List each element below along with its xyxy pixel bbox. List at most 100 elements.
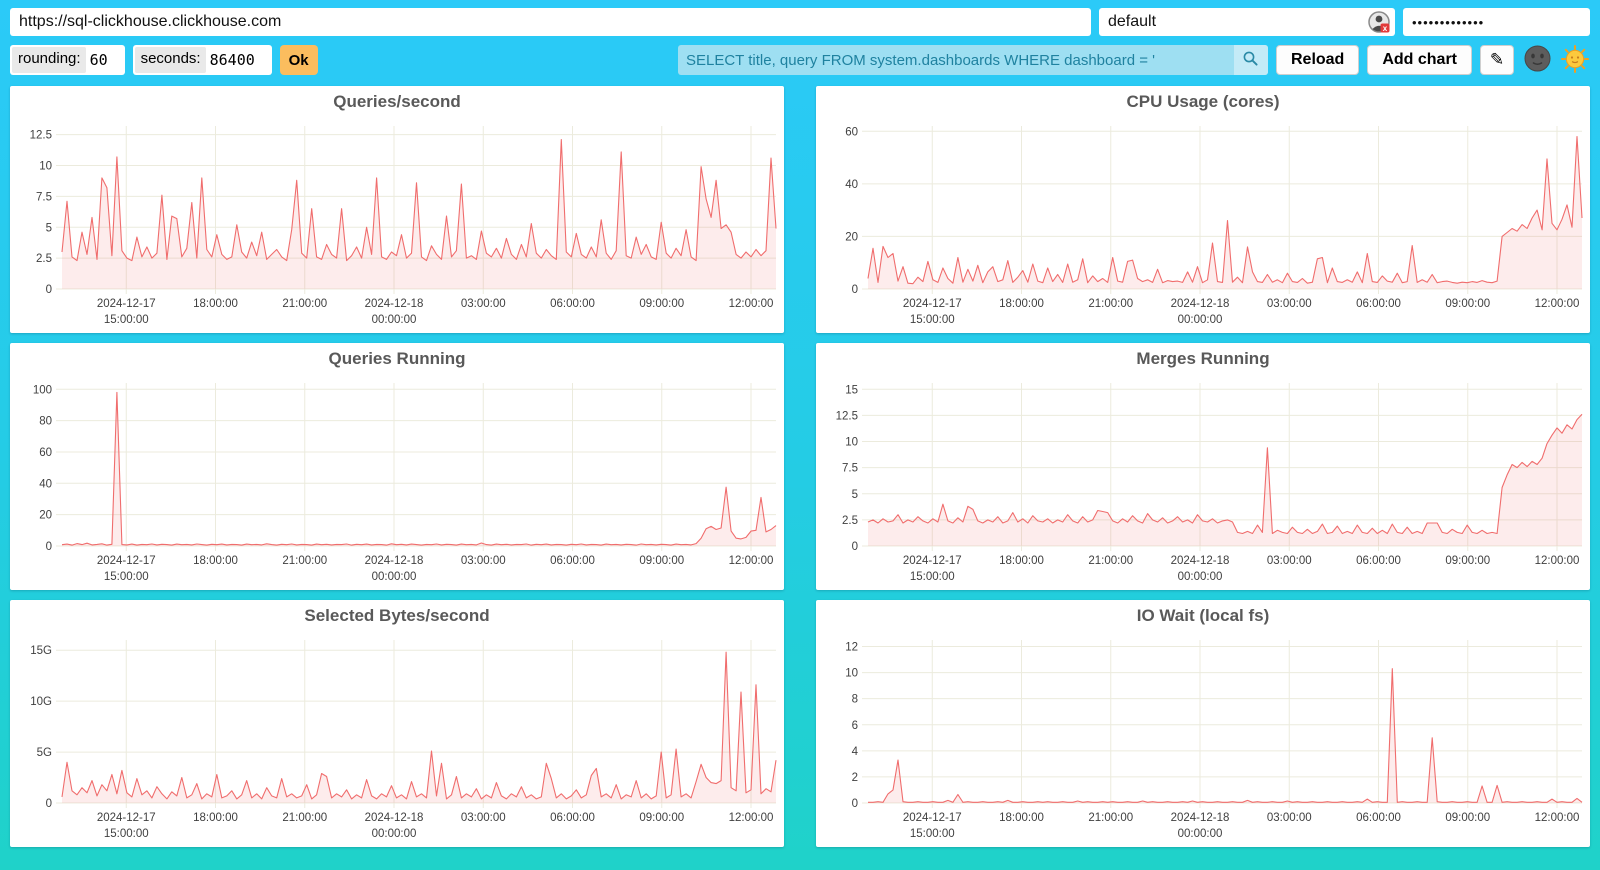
svg-text:2024-12-18: 2024-12-18 bbox=[1171, 298, 1230, 310]
svg-text:03:00:00: 03:00:00 bbox=[1267, 298, 1312, 310]
chart-title: Merges Running bbox=[1136, 349, 1270, 368]
svg-text:00:00:00: 00:00:00 bbox=[372, 314, 417, 326]
chart-plot-area[interactable]: 0 2.5 5 7.5 10 12.5 2024-12-17 15:00:00 18:00:00… bbox=[10, 116, 784, 333]
svg-text:0: 0 bbox=[852, 541, 858, 553]
svg-text:0: 0 bbox=[852, 284, 858, 296]
connection-bar: x bbox=[10, 8, 1590, 36]
svg-text:15:00:00: 15:00:00 bbox=[104, 314, 149, 326]
server-url-input[interactable] bbox=[10, 8, 1091, 36]
svg-text:03:00:00: 03:00:00 bbox=[461, 555, 506, 567]
svg-text:0: 0 bbox=[46, 798, 52, 810]
reload-button[interactable]: Reload bbox=[1275, 45, 1360, 75]
svg-text:00:00:00: 00:00:00 bbox=[1178, 828, 1223, 840]
rounding-input[interactable] bbox=[85, 47, 123, 73]
svg-text:100: 100 bbox=[33, 384, 52, 396]
svg-text:00:00:00: 00:00:00 bbox=[372, 571, 417, 583]
svg-text:21:00:00: 21:00:00 bbox=[282, 298, 327, 310]
svg-text:2024-12-18: 2024-12-18 bbox=[1171, 812, 1230, 824]
svg-text:15:00:00: 15:00:00 bbox=[910, 828, 955, 840]
svg-text:5G: 5G bbox=[37, 747, 52, 759]
dark-theme-toggle[interactable] bbox=[1522, 45, 1552, 75]
svg-text:06:00:00: 06:00:00 bbox=[1356, 555, 1401, 567]
svg-text:0: 0 bbox=[46, 541, 52, 553]
username-input[interactable] bbox=[1099, 8, 1395, 36]
chart-card-queries-running: Queries Running 0 20 40 60 80 100 2024-12-17 15… bbox=[10, 343, 784, 590]
svg-text:5: 5 bbox=[852, 489, 858, 501]
svg-text:12:00:00: 12:00:00 bbox=[729, 812, 774, 824]
search-icon bbox=[1242, 50, 1259, 70]
svg-text:09:00:00: 09:00:00 bbox=[639, 555, 684, 567]
light-theme-toggle[interactable] bbox=[1560, 45, 1590, 75]
svg-text:2.5: 2.5 bbox=[842, 515, 858, 527]
sun-face-icon bbox=[1561, 45, 1589, 76]
ok-button[interactable]: Ok bbox=[279, 45, 318, 75]
svg-text:10G: 10G bbox=[30, 696, 52, 708]
svg-text:12:00:00: 12:00:00 bbox=[1535, 298, 1580, 310]
svg-text:2: 2 bbox=[852, 772, 858, 784]
chart-card-selected-bytes: Selected Bytes/second 0 5G 10G 15G 2024-12-1… bbox=[10, 600, 784, 847]
svg-text:00:00:00: 00:00:00 bbox=[372, 828, 417, 840]
add-chart-button[interactable]: Add chart bbox=[1367, 45, 1472, 75]
svg-text:40: 40 bbox=[845, 179, 858, 191]
svg-text:12.5: 12.5 bbox=[836, 410, 858, 422]
svg-text:12:00:00: 12:00:00 bbox=[729, 555, 774, 567]
svg-text:21:00:00: 21:00:00 bbox=[282, 555, 327, 567]
svg-text:21:00:00: 21:00:00 bbox=[1088, 298, 1133, 310]
svg-text:5: 5 bbox=[46, 222, 52, 234]
chart-card-cpu-usage: CPU Usage (cores) 0 20 40 60 2024-12-17 15:00… bbox=[816, 86, 1590, 333]
svg-text:09:00:00: 09:00:00 bbox=[639, 812, 684, 824]
password-input[interactable] bbox=[1403, 8, 1590, 36]
seconds-input[interactable] bbox=[205, 47, 270, 73]
chart-title: Queries/second bbox=[333, 92, 461, 111]
svg-text:21:00:00: 21:00:00 bbox=[282, 812, 327, 824]
dashboard-query-input[interactable] bbox=[677, 45, 1234, 75]
svg-text:15G: 15G bbox=[30, 645, 52, 657]
seconds-control: seconds: bbox=[132, 45, 272, 75]
svg-text:6: 6 bbox=[852, 720, 858, 732]
svg-text:21:00:00: 21:00:00 bbox=[1088, 555, 1133, 567]
svg-text:12.5: 12.5 bbox=[30, 130, 52, 142]
svg-text:12: 12 bbox=[845, 642, 858, 654]
svg-text:03:00:00: 03:00:00 bbox=[1267, 812, 1312, 824]
edit-queries-button[interactable]: ✎ bbox=[1480, 45, 1514, 75]
rounding-label: rounding: bbox=[12, 47, 86, 73]
svg-text:12:00:00: 12:00:00 bbox=[1535, 555, 1580, 567]
dashboard-query-wrap bbox=[677, 45, 1268, 75]
svg-text:0: 0 bbox=[852, 798, 858, 810]
svg-text:2024-12-17: 2024-12-17 bbox=[97, 298, 156, 310]
chart-title: Selected Bytes/second bbox=[304, 606, 490, 625]
svg-text:03:00:00: 03:00:00 bbox=[1267, 555, 1312, 567]
svg-text:21:00:00: 21:00:00 bbox=[1088, 812, 1133, 824]
svg-text:18:00:00: 18:00:00 bbox=[193, 555, 238, 567]
controls-bar: rounding: seconds: Ok Reload Add chart ✎ bbox=[10, 45, 1590, 75]
svg-text:06:00:00: 06:00:00 bbox=[550, 812, 595, 824]
svg-text:03:00:00: 03:00:00 bbox=[461, 812, 506, 824]
run-query-button[interactable] bbox=[1233, 45, 1268, 75]
svg-text:80: 80 bbox=[39, 416, 52, 428]
chart-plot-area[interactable]: 0 2 4 6 8 10 12 2024-12-17 15:00:00 18:00:00 21:00… bbox=[816, 630, 1590, 847]
svg-text:09:00:00: 09:00:00 bbox=[1445, 555, 1490, 567]
user-field-wrap: x bbox=[1099, 8, 1395, 36]
chart-card-queries-per-second: Queries/second 0 2.5 5 7.5 10 12.5 2024-12-17 1… bbox=[10, 86, 784, 333]
pencil-icon: ✎ bbox=[1489, 50, 1505, 69]
svg-text:00:00:00: 00:00:00 bbox=[1178, 314, 1223, 326]
svg-text:09:00:00: 09:00:00 bbox=[1445, 298, 1490, 310]
svg-text:10: 10 bbox=[845, 437, 858, 449]
chart-plot-area[interactable]: 0 5G 10G 15G 2024-12-17 15:00:00 18:00:00 21:00… bbox=[10, 630, 784, 847]
svg-text:2024-12-17: 2024-12-17 bbox=[903, 812, 962, 824]
svg-text:15:00:00: 15:00:00 bbox=[104, 571, 149, 583]
chart-plot-area[interactable]: 0 2.5 5 7.5 10 12.5 15 2024-12-17 15:00:00 18:00:… bbox=[816, 373, 1590, 590]
svg-text:7.5: 7.5 bbox=[36, 191, 52, 203]
svg-text:06:00:00: 06:00:00 bbox=[1356, 812, 1401, 824]
svg-text:7.5: 7.5 bbox=[842, 463, 858, 475]
svg-text:2024-12-18: 2024-12-18 bbox=[1171, 555, 1230, 567]
svg-text:00:00:00: 00:00:00 bbox=[1178, 571, 1223, 583]
chart-plot-area[interactable]: 0 20 40 60 2024-12-17 15:00:00 18:00:00 21:00:0… bbox=[816, 116, 1590, 333]
svg-text:03:00:00: 03:00:00 bbox=[461, 298, 506, 310]
chart-plot-area[interactable]: 0 20 40 60 80 100 2024-12-17 15:00:00 18:00:00 21… bbox=[10, 373, 784, 590]
svg-text:18:00:00: 18:00:00 bbox=[999, 812, 1044, 824]
svg-text:18:00:00: 18:00:00 bbox=[193, 298, 238, 310]
svg-text:20: 20 bbox=[845, 231, 858, 243]
svg-text:10: 10 bbox=[845, 668, 858, 680]
svg-text:4: 4 bbox=[852, 746, 859, 758]
